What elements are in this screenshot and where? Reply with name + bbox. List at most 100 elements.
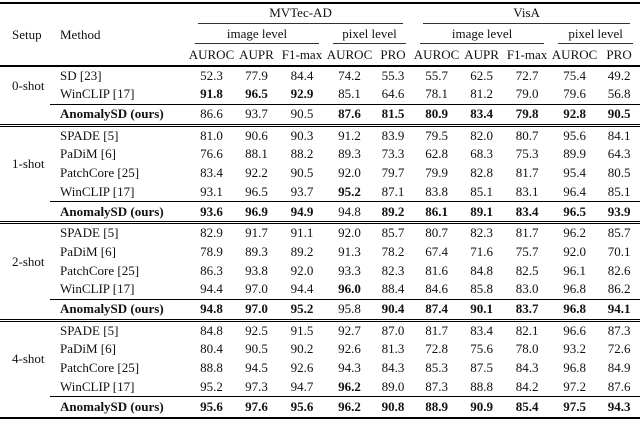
header-mvtec-image-level: image level — [188, 24, 326, 45]
header-row-metrics: AUROC AUPR F1-max AUROC PRO AUROC AUPR F… — [0, 45, 640, 66]
header-mvtec-image-level-label: image level — [195, 26, 319, 44]
metric-value-cell: 52.3 — [200, 68, 223, 83]
metric-value-cell: 75.7 — [515, 243, 539, 259]
method-cell: AnomalySD (ours) — [50, 103, 188, 125]
metric-value-cell: 71.6 — [470, 243, 493, 259]
metric-value-cell: 94.5 — [245, 360, 268, 375]
metric-value-cell: 79.6 — [563, 86, 586, 102]
metric-value-cell: 93.2 — [563, 341, 586, 356]
metric-value-cell: 83.4 — [200, 165, 223, 180]
metric-value-cell: 87.0 — [381, 322, 405, 338]
metric-value-cell: 88.1 — [245, 146, 268, 161]
metric-value-cell: 96.1 — [563, 262, 586, 278]
metric-value-cell: 80.7 — [425, 225, 448, 240]
metric-value-cell: 90.5 — [278, 103, 326, 125]
method-cell: WinCLIP [17] — [60, 86, 135, 102]
metric-value-cell: 90.1 — [460, 298, 504, 320]
metric-value-cell: 95.2 — [338, 183, 361, 199]
metric-value-cell: 96.8 — [551, 298, 599, 320]
header-metric-mvtec-px-pro: PRO — [380, 47, 406, 62]
table-row: PatchCore [25] 83.4 92.2 90.5 92.0 79.7 79.9 82… — [0, 164, 640, 183]
setup-section-4-shot: 4-shot SPADE [5] 84.8 92.5 91.5 92.7 87.0 81.7 8… — [0, 320, 640, 418]
ours-row: AnomalySD (ours) 93.6 96.9 94.9 94.8 89.2 86.1… — [0, 201, 640, 223]
metric-value-cell: 86.2 — [607, 281, 631, 297]
metric-value-cell: 89.2 — [373, 201, 414, 223]
metric-value-cell: 77.9 — [245, 68, 268, 83]
metric-value-cell: 95.2 — [200, 378, 223, 394]
ours-row: AnomalySD (ours) 95.6 97.6 95.6 96.2 90.8 88.9… — [0, 396, 640, 418]
method-cell: PatchCore [25] — [60, 360, 140, 375]
metric-value-cell: 87.6 — [607, 378, 631, 394]
header-metric-mvtec-img-aupr: AUPR — [239, 47, 274, 62]
setup-cell-empty — [0, 202, 50, 223]
metric-value-cell: 83.7 — [503, 298, 552, 320]
metric-value-cell: 96.2 — [326, 396, 373, 418]
metric-value-cell: 91.7 — [245, 225, 268, 240]
metric-value-cell: 49.2 — [607, 68, 631, 83]
metric-value-cell: 88.9 — [413, 396, 461, 418]
metric-value-cell: 83.4 — [503, 201, 552, 223]
header-mvtec-pixel-level-label: pixel level — [333, 26, 407, 44]
metric-value-cell: 85.4 — [503, 396, 552, 418]
table-row: WinCLIP [17] 93.1 96.5 93.7 95.2 87.1 83.8 85.1… — [0, 183, 640, 202]
header-group-visa: VisA — [413, 3, 640, 24]
metric-value-cell: 72.8 — [425, 341, 448, 356]
metric-value-cell: 78.2 — [381, 243, 405, 259]
metric-value-cell: 85.8 — [470, 281, 493, 297]
metric-value-cell: 84.4 — [290, 68, 314, 83]
metric-value-cell: 94.7 — [290, 378, 314, 394]
method-cell: SPADE [5] — [60, 127, 119, 143]
metric-value-cell: 83.4 — [460, 103, 504, 125]
metric-value-cell: 84.2 — [515, 378, 539, 394]
ours-row: AnomalySD (ours) 86.6 93.7 90.5 87.6 81.5 80.9… — [0, 103, 640, 125]
metric-value-cell: 93.9 — [598, 201, 640, 223]
metric-value-cell: 96.6 — [563, 322, 586, 338]
metric-value-cell: 92.0 — [338, 225, 361, 240]
metric-value-cell: 90.8 — [373, 396, 414, 418]
metric-value-cell: 78.1 — [425, 86, 448, 102]
metric-value-cell: 94.1 — [598, 298, 640, 320]
table-row: WinCLIP [17] 95.2 97.3 94.7 96.2 89.0 87.3 88.8… — [0, 378, 640, 397]
metric-value-cell: 82.3 — [470, 225, 493, 240]
table-row: PaDiM [6] 78.9 89.3 89.2 91.3 78.2 67.4 71.6 75.… — [0, 242, 640, 261]
metric-value-cell: 94.8 — [326, 201, 373, 223]
header-setup: Setup — [12, 26, 42, 42]
metric-value-cell: 92.9 — [290, 86, 314, 102]
metric-value-cell: 82.1 — [515, 322, 539, 338]
metric-value-cell: 84.9 — [607, 360, 631, 375]
metric-value-cell: 90.5 — [245, 341, 268, 356]
metric-value-cell: 97.2 — [563, 378, 586, 394]
metric-value-cell: 96.0 — [338, 281, 361, 297]
table-row: PaDiM [6] 80.4 90.5 90.2 92.6 81.3 72.8 75.6 78.… — [0, 340, 640, 359]
metric-value-cell: 86.3 — [200, 262, 223, 278]
metric-value-cell: 85.3 — [425, 360, 448, 375]
metric-value-cell: 93.8 — [245, 262, 268, 278]
metric-value-cell: 95.6 — [278, 396, 326, 418]
header-metric-mvtec-img-f1max: F1-max — [281, 47, 323, 62]
header-metric-visa-img-f1max: F1-max — [506, 47, 548, 62]
metric-value-cell: 90.2 — [290, 341, 314, 356]
metric-value-cell: 92.8 — [551, 103, 599, 125]
metric-value-cell: 83.8 — [425, 183, 448, 199]
metric-value-cell: 96.2 — [338, 378, 361, 394]
header-metric-visa-px-pro: PRO — [606, 47, 632, 62]
metric-value-cell: 92.5 — [245, 322, 268, 338]
metric-value-cell: 90.6 — [245, 127, 268, 143]
metric-value-cell: 84.8 — [200, 322, 223, 338]
metric-value-cell: 94.8 — [188, 298, 235, 320]
metric-value-cell: 67.4 — [425, 243, 448, 259]
metric-value-cell: 83.9 — [381, 127, 405, 143]
method-cell: SPADE [5] — [60, 322, 119, 338]
header-visa-pixel-level-label: pixel level — [558, 26, 634, 44]
header-row-levels: image level pixel level image level pixe… — [0, 24, 640, 45]
method-cell: PaDiM [6] — [60, 341, 116, 356]
table-row: PatchCore [25] 88.8 94.5 92.6 94.3 84.3 85.3 87… — [0, 359, 640, 378]
header-group-mvtec: MVTec-AD — [188, 3, 413, 24]
metric-value-cell: 88.8 — [470, 378, 493, 394]
metric-value-cell: 96.2 — [563, 225, 586, 240]
header-metric-visa-img-auroc: AUROC — [413, 47, 460, 62]
metric-value-cell: 90.3 — [290, 127, 314, 143]
metric-value-cell: 95.4 — [563, 165, 586, 180]
metric-value-cell: 94.3 — [338, 360, 361, 375]
metric-value-cell: 79.7 — [381, 165, 405, 180]
